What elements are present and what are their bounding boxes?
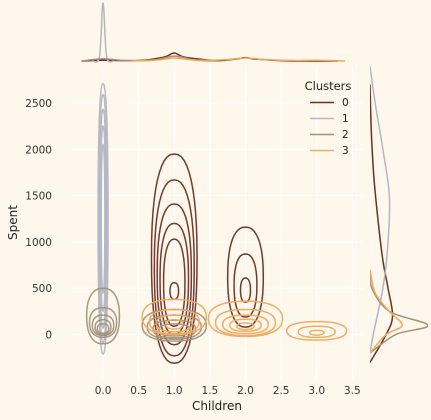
kde-contour-cluster-3 bbox=[297, 325, 336, 339]
kde-contour-cluster-0 bbox=[169, 281, 180, 301]
y-marginal-curve-cluster-1 bbox=[370, 66, 391, 354]
kde-contour-cluster-3 bbox=[236, 322, 255, 331]
kde-contour-cluster-1 bbox=[97, 82, 109, 356]
x-marginal-curve-cluster-1 bbox=[91, 2, 115, 63]
y-marginal-curve-cluster-3 bbox=[370, 269, 403, 354]
x-marginal-curve-cluster-3 bbox=[131, 57, 346, 62]
kde-contour-cluster-0 bbox=[153, 179, 195, 357]
kde-contour-cluster-0 bbox=[233, 253, 258, 318]
kde-contour-cluster-0 bbox=[150, 153, 198, 365]
kde-contour-cluster-2 bbox=[94, 318, 112, 336]
y-tick-labels: 0 500 1000 1500 2000 2500 bbox=[25, 98, 52, 342]
kde-contour-cluster-3 bbox=[141, 298, 208, 336]
y-tick-label: 2500 bbox=[25, 98, 52, 110]
x-tick-label: 3.0 bbox=[308, 385, 325, 397]
x-axis-label: Children bbox=[192, 399, 242, 413]
kde-contour-cluster-3 bbox=[148, 308, 200, 335]
x-tick-label: 1.5 bbox=[202, 385, 219, 397]
legend-label: 1 bbox=[342, 113, 349, 125]
y-tick-label: 1000 bbox=[25, 237, 52, 249]
kde-contour-cluster-0 bbox=[226, 226, 265, 328]
y-tick-label: 500 bbox=[32, 283, 52, 295]
kde-contour-cluster-3 bbox=[229, 318, 262, 333]
legend-label: 2 bbox=[342, 129, 349, 141]
x-tick-label: 0.5 bbox=[130, 385, 147, 397]
kde-contour-cluster-2 bbox=[96, 323, 110, 334]
x-tick-labels: 0.0 0.5 1.0 1.5 2.0 2.5 3.0 3.5 bbox=[95, 385, 361, 397]
x-tick-label: 1.0 bbox=[166, 385, 183, 397]
x-tick-label: 0.0 bbox=[95, 385, 112, 397]
kde-contour-cluster-3 bbox=[214, 308, 277, 337]
y-marginal-curve-cluster-0 bbox=[370, 84, 394, 363]
kde-contour-cluster-3 bbox=[155, 314, 193, 333]
main-kde-plot: 0.0 0.5 1.0 1.5 2.0 2.5 3.0 3.5 050010001500200… bbox=[6, 66, 363, 413]
kde-contours bbox=[85, 82, 348, 365]
kde-contour-cluster-3 bbox=[221, 314, 270, 335]
kde-contour-cluster-3 bbox=[286, 320, 348, 341]
y-tick-label: 2000 bbox=[25, 144, 52, 156]
legend-label: 3 bbox=[342, 145, 349, 157]
y-axis-label: Spent bbox=[6, 205, 20, 240]
kde-contour-cluster-2 bbox=[141, 308, 208, 342]
kde-contour-cluster-2 bbox=[88, 306, 118, 339]
x-tick-label: 3.5 bbox=[344, 385, 361, 397]
y-tick-label: 0 bbox=[45, 330, 52, 342]
legend-title: Clusters bbox=[305, 79, 352, 93]
legend-label: 0 bbox=[342, 97, 349, 109]
kde-contour-cluster-3 bbox=[207, 300, 284, 338]
kde-contour-cluster-1 bbox=[100, 143, 106, 295]
x-tick-label: 2.0 bbox=[237, 385, 254, 397]
x-tick-label: 2.5 bbox=[273, 385, 290, 397]
legend: Clusters 0 1 2 3 bbox=[305, 79, 352, 157]
x-marginal-plot bbox=[81, 2, 346, 63]
y-tick-label: 1500 bbox=[25, 191, 52, 203]
y-marginal-plot bbox=[370, 66, 428, 363]
kde-contour-cluster-2 bbox=[85, 287, 121, 345]
kde-contour-cluster-3 bbox=[308, 329, 325, 336]
kde-contour-cluster-2 bbox=[91, 314, 115, 337]
y-marginal-curve-cluster-2 bbox=[370, 269, 428, 354]
kde-contour-cluster-3 bbox=[164, 318, 184, 330]
kde-contour-cluster-0 bbox=[159, 222, 190, 336]
